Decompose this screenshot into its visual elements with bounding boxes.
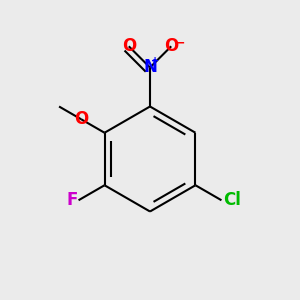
Text: O: O: [74, 110, 88, 128]
Text: +: +: [151, 56, 159, 66]
Text: N: N: [143, 58, 157, 76]
Text: O: O: [164, 37, 178, 55]
Text: Cl: Cl: [223, 191, 241, 209]
Text: F: F: [66, 191, 78, 209]
Text: O: O: [122, 37, 136, 55]
Text: −: −: [175, 36, 185, 49]
